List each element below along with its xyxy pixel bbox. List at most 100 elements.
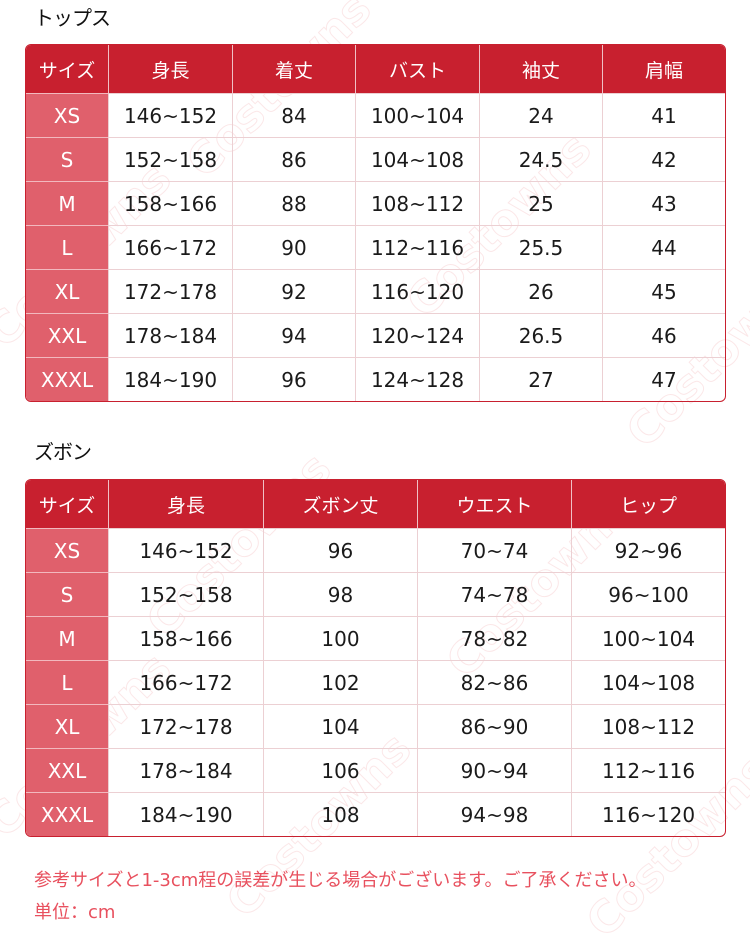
- table-row: M 158~166 88 108~112 25 43: [26, 181, 725, 225]
- size-label-cell: L: [26, 225, 108, 269]
- table-cell: 41: [602, 93, 725, 137]
- table-row: XXL 178~184 106 90~94 112~116: [26, 748, 725, 792]
- column-header: 身長: [108, 45, 232, 93]
- pants-title: ズボン: [34, 440, 92, 464]
- column-header: 袖丈: [479, 45, 602, 93]
- table-cell: 92: [232, 269, 355, 313]
- table-cell: 146~152: [108, 528, 263, 572]
- table-row: XS 146~152 84 100~104 24 41: [26, 93, 725, 137]
- table-cell: 152~158: [108, 572, 263, 616]
- column-header: 着丈: [232, 45, 355, 93]
- table-row: S 152~158 98 74~78 96~100: [26, 572, 725, 616]
- column-header: サイズ: [26, 480, 108, 528]
- table-cell: 94: [232, 313, 355, 357]
- column-header: 身長: [108, 480, 263, 528]
- table-row: XXXL 184~190 108 94~98 116~120: [26, 792, 725, 836]
- table-cell: 116~120: [571, 792, 725, 836]
- table-cell: 102: [263, 660, 417, 704]
- table-cell: 108~112: [355, 181, 479, 225]
- table-cell: 84: [232, 93, 355, 137]
- table-cell: 46: [602, 313, 725, 357]
- column-header: ズボン丈: [263, 480, 417, 528]
- table-cell: 108~112: [571, 704, 725, 748]
- table-cell: 88: [232, 181, 355, 225]
- table-row: L 166~172 90 112~116 25.5 44: [26, 225, 725, 269]
- table-row: M 158~166 100 78~82 100~104: [26, 616, 725, 660]
- column-header: ウエスト: [417, 480, 571, 528]
- table-cell: 166~172: [108, 660, 263, 704]
- column-header: バスト: [355, 45, 479, 93]
- table-row: XL 172~178 104 86~90 108~112: [26, 704, 725, 748]
- size-label-cell: M: [26, 181, 108, 225]
- table-cell: 74~78: [417, 572, 571, 616]
- table-cell: 184~190: [108, 792, 263, 836]
- header-row: サイズ 身長 ズボン丈 ウエスト ヒップ: [26, 480, 725, 528]
- table-cell: 90: [232, 225, 355, 269]
- table-cell: 44: [602, 225, 725, 269]
- table-cell: 27: [479, 357, 602, 401]
- tops-size-table: サイズ 身長 着丈 バスト 袖丈 肩幅 XS 146~152 84 100~104 24 41 S 15…: [25, 44, 726, 402]
- table-cell: 100: [263, 616, 417, 660]
- table-cell: 70~74: [417, 528, 571, 572]
- pants-size-table: サイズ 身長 ズボン丈 ウエスト ヒップ XS 146~152 96 70~74 92~96 S 1…: [25, 479, 726, 837]
- table-cell: 24.5: [479, 137, 602, 181]
- table-cell: 86: [232, 137, 355, 181]
- size-label-cell: XXXL: [26, 357, 108, 401]
- unit-note: 単位：cm: [34, 902, 116, 923]
- table-cell: 106: [263, 748, 417, 792]
- table-cell: 172~178: [108, 704, 263, 748]
- table-cell: 26.5: [479, 313, 602, 357]
- table-cell: 178~184: [108, 313, 232, 357]
- table-cell: 25: [479, 181, 602, 225]
- table-cell: 24: [479, 93, 602, 137]
- table-cell: 184~190: [108, 357, 232, 401]
- table-cell: 172~178: [108, 269, 232, 313]
- column-header: ヒップ: [571, 480, 725, 528]
- size-label-cell: S: [26, 137, 108, 181]
- table-row: XL 172~178 92 116~120 26 45: [26, 269, 725, 313]
- table-cell: 25.5: [479, 225, 602, 269]
- header-row: サイズ 身長 着丈 バスト 袖丈 肩幅: [26, 45, 725, 93]
- table-cell: 112~116: [571, 748, 725, 792]
- size-label-cell: XS: [26, 93, 108, 137]
- table-cell: 26: [479, 269, 602, 313]
- size-label-cell: M: [26, 616, 108, 660]
- table-cell: 86~90: [417, 704, 571, 748]
- table-cell: 96: [263, 528, 417, 572]
- size-label-cell: L: [26, 660, 108, 704]
- table-cell: 92~96: [571, 528, 725, 572]
- table-cell: 112~116: [355, 225, 479, 269]
- table-cell: 96: [232, 357, 355, 401]
- table-cell: 78~82: [417, 616, 571, 660]
- tops-title: トップス: [34, 6, 111, 30]
- table-cell: 42: [602, 137, 725, 181]
- table-cell: 158~166: [108, 616, 263, 660]
- table-cell: 158~166: [108, 181, 232, 225]
- size-label-cell: XXL: [26, 748, 108, 792]
- table-cell: 100~104: [355, 93, 479, 137]
- size-label-cell: XXXL: [26, 792, 108, 836]
- column-header: 肩幅: [602, 45, 725, 93]
- table-cell: 47: [602, 357, 725, 401]
- table-cell: 45: [602, 269, 725, 313]
- size-label-cell: XS: [26, 528, 108, 572]
- table-cell: 96~100: [571, 572, 725, 616]
- table-cell: 100~104: [571, 616, 725, 660]
- table-cell: 166~172: [108, 225, 232, 269]
- table-cell: 90~94: [417, 748, 571, 792]
- table-cell: 94~98: [417, 792, 571, 836]
- table-cell: 104~108: [355, 137, 479, 181]
- table-cell: 146~152: [108, 93, 232, 137]
- table-cell: 104: [263, 704, 417, 748]
- table-row: L 166~172 102 82~86 104~108: [26, 660, 725, 704]
- table-row: XXXL 184~190 96 124~128 27 47: [26, 357, 725, 401]
- table-row: S 152~158 86 104~108 24.5 42: [26, 137, 725, 181]
- size-label-cell: XL: [26, 269, 108, 313]
- table-row: XXL 178~184 94 120~124 26.5 46: [26, 313, 725, 357]
- disclaimer-note: 参考サイズと1-3cm程の誤差が生じる場合がございます。ご了承ください。: [34, 870, 647, 891]
- table-cell: 108: [263, 792, 417, 836]
- table-row: XS 146~152 96 70~74 92~96: [26, 528, 725, 572]
- table-cell: 82~86: [417, 660, 571, 704]
- table-cell: 98: [263, 572, 417, 616]
